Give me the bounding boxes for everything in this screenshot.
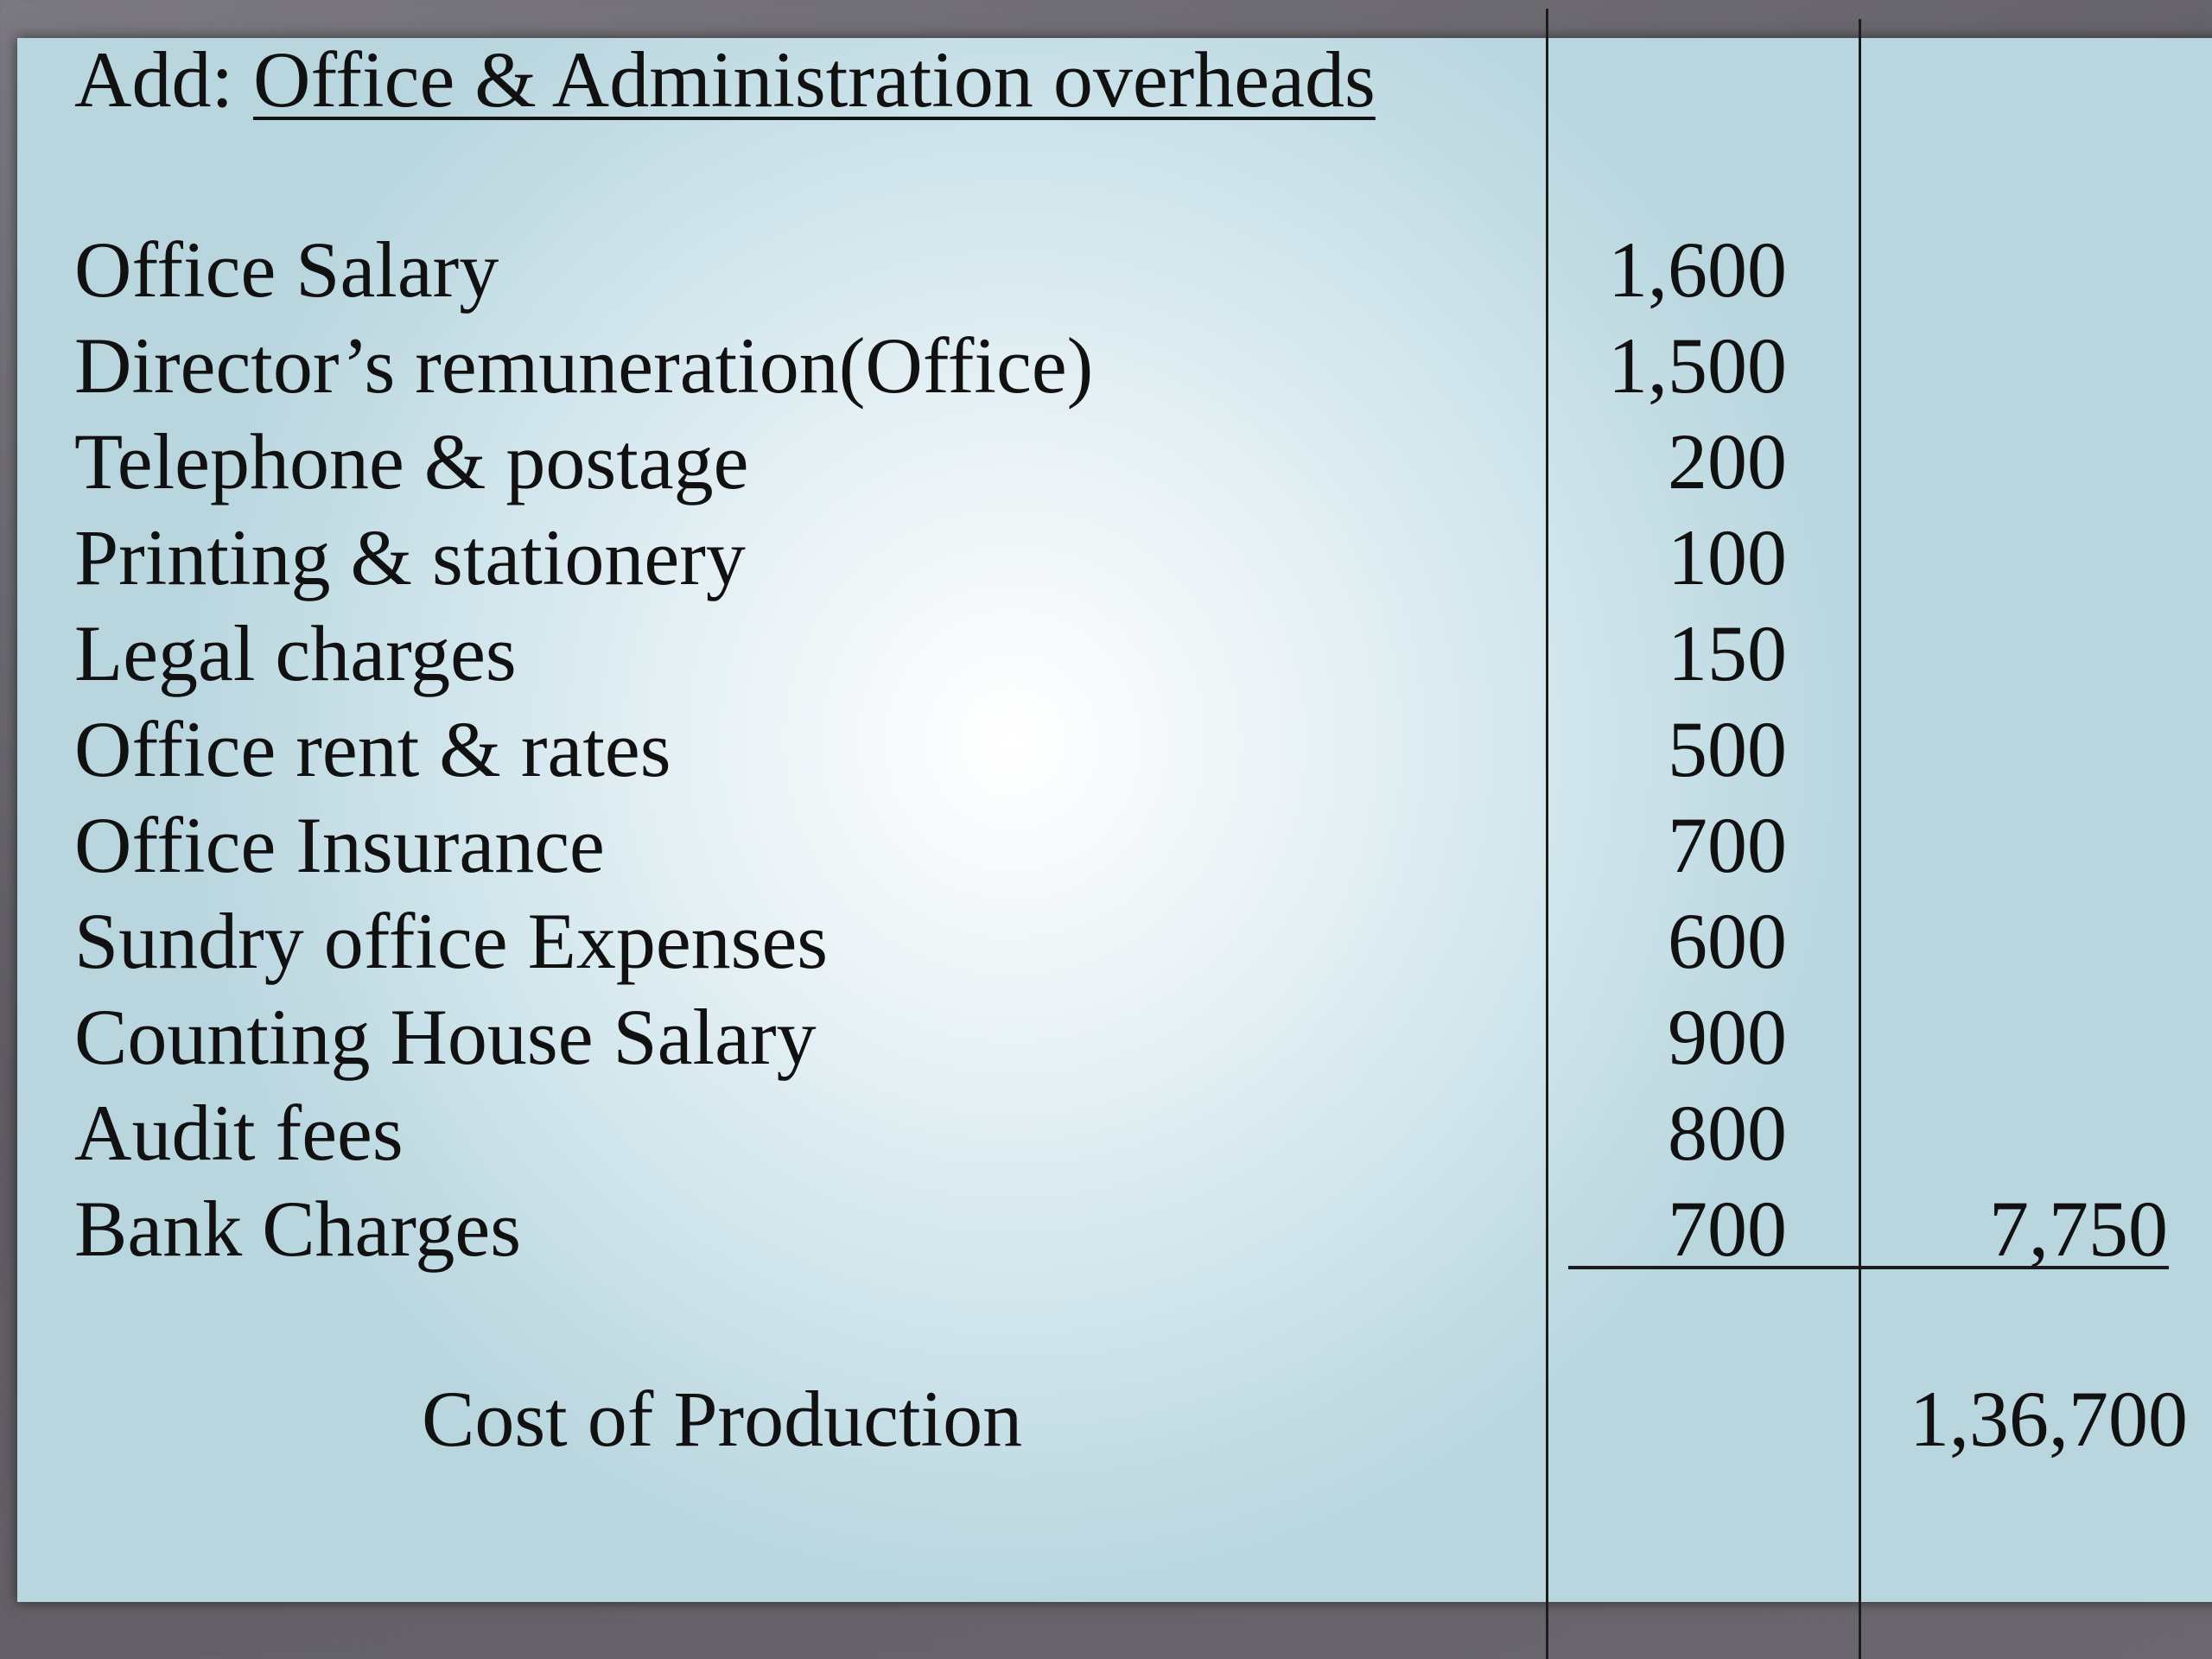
section-heading: Add: Office & Administration overheads	[74, 36, 1376, 123]
row-label: Bank Charges	[74, 1185, 522, 1273]
slide-panel	[17, 38, 2212, 1602]
heading-title: Office & Administration overheads	[253, 35, 1376, 124]
row-amount: 200	[1668, 417, 1787, 505]
row-amount: 1,600	[1608, 226, 1787, 314]
row-label: Sundry office Expenses	[74, 897, 829, 985]
cost-of-production-value: 1,36,700	[1910, 1375, 2188, 1463]
row-label: Director’s remuneration(Office)	[74, 321, 1094, 410]
heading-prefix: Add:	[74, 35, 233, 124]
row-label: Counting House Salary	[74, 993, 817, 1081]
row-label: Legal charges	[74, 609, 517, 697]
row-label: Office Insurance	[74, 801, 605, 889]
row-label: Office Salary	[74, 226, 499, 314]
row-amount: 600	[1668, 897, 1787, 985]
row-amount: 100	[1668, 513, 1787, 601]
row-amount: 1,500	[1608, 321, 1787, 410]
row-label: Audit fees	[74, 1089, 404, 1177]
column-divider-amount	[1546, 9, 1548, 1659]
subtotal-rule	[1568, 1266, 2169, 1269]
overheads-total: 7,750	[1989, 1185, 2168, 1273]
row-amount: 150	[1668, 609, 1787, 697]
column-divider-total	[1859, 19, 1861, 1659]
row-amount: 700	[1668, 801, 1787, 889]
row-label: Telephone & postage	[74, 417, 749, 505]
row-label: Office rent & rates	[74, 705, 671, 793]
row-amount: 700	[1668, 1185, 1787, 1273]
cost-of-production-label: Cost of Production	[422, 1375, 1023, 1463]
row-amount: 900	[1668, 993, 1787, 1081]
row-amount: 800	[1668, 1089, 1787, 1177]
row-label: Printing & stationery	[74, 513, 746, 601]
row-amount: 500	[1668, 705, 1787, 793]
